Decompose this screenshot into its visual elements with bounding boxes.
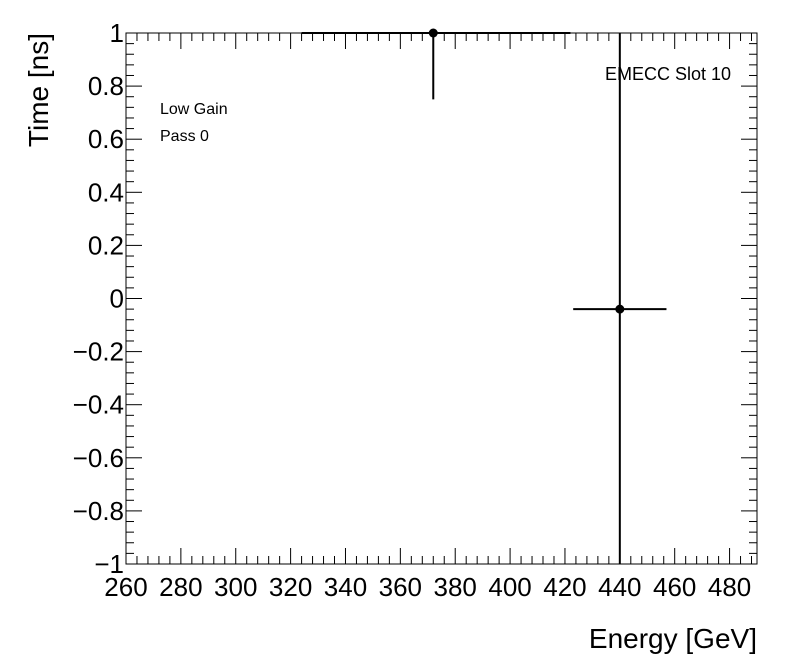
x-tick-label: 260	[104, 572, 147, 602]
y-tick-label: 0	[110, 284, 124, 314]
y-tick-label: 0.4	[88, 177, 124, 207]
y-tick-label: −0.4	[73, 390, 124, 420]
y-tick-label: 0.2	[88, 230, 124, 260]
x-tick-label: 320	[269, 572, 312, 602]
y-tick-label: −0.2	[73, 337, 124, 367]
y-tick-label: 0.8	[88, 71, 124, 101]
x-tick-label: 480	[708, 572, 751, 602]
y-tick-label: 0.6	[88, 124, 124, 154]
data-point	[615, 304, 625, 314]
data-point	[428, 28, 438, 38]
axis-ticks	[125, 32, 757, 565]
y-tick-labels: −1 −0.8 −0.6 −0.4 −0.2 0 0.2 0.4 0.6 0.8 1	[73, 18, 124, 579]
x-tick-label: 340	[324, 572, 367, 602]
y-tick-label: −0.8	[73, 496, 124, 526]
annotation-pass: Pass 0	[160, 128, 209, 145]
x-tick-label: 380	[434, 572, 477, 602]
annotation-gain: Low Gain	[160, 101, 228, 118]
x-tick-label: 360	[379, 572, 422, 602]
data-points	[301, 28, 667, 564]
x-axis-title: Energy [GeV]	[589, 623, 757, 654]
y-tick-label: −1	[94, 549, 124, 579]
x-tick-label: 300	[214, 572, 257, 602]
y-axis-title: Time [ns]	[23, 33, 54, 147]
x-tick-label: 400	[488, 572, 531, 602]
x-tick-label: 440	[598, 572, 641, 602]
x-tick-label: 280	[159, 572, 202, 602]
x-tick-label: 460	[653, 572, 696, 602]
y-tick-label: −0.6	[73, 443, 124, 473]
x-tick-labels: 260 280 300 320 340 360 380 400 420 440 460 480	[104, 572, 751, 602]
annotation-slot: EMECC Slot 10	[605, 64, 731, 84]
y-tick-label: 1	[110, 18, 124, 48]
x-tick-label: 420	[543, 572, 586, 602]
